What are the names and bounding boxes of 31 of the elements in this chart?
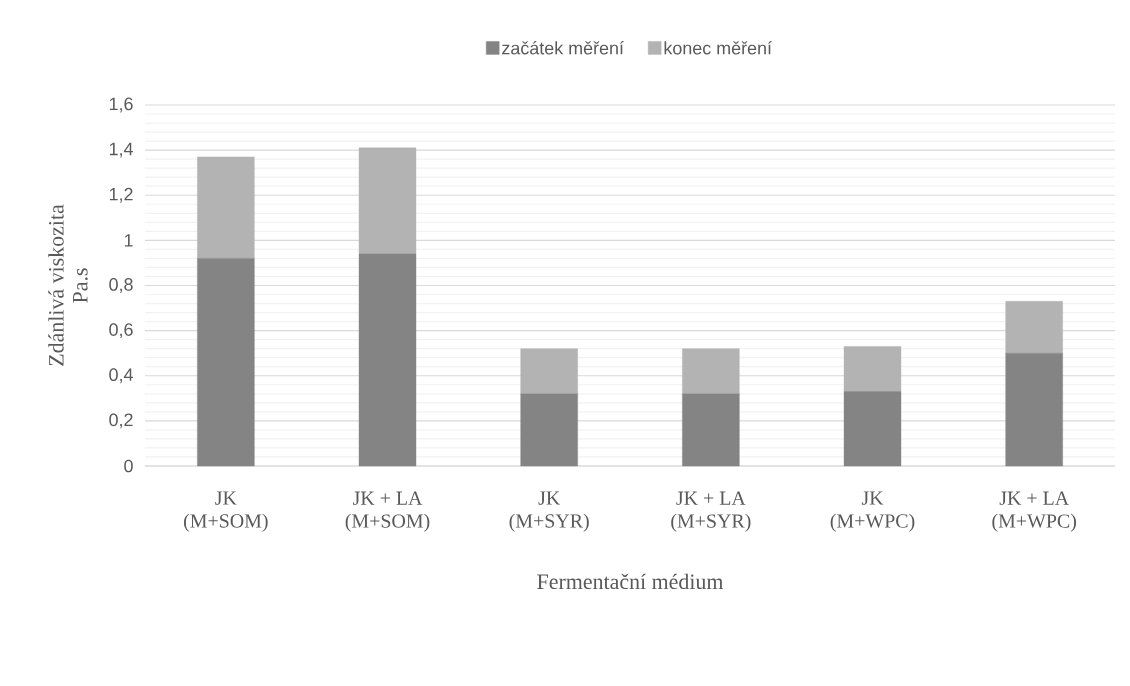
bar bbox=[1005, 352, 1063, 467]
bar bbox=[358, 147, 417, 255]
y-axis-title: Zdánlivá viskozita Pa.s bbox=[48, 204, 88, 366]
y-tick-label: 1 bbox=[124, 234, 133, 247]
bar bbox=[197, 258, 255, 467]
y-tick-label: 0 bbox=[124, 459, 133, 473]
x-tick-label: JK (M+SYR) bbox=[509, 491, 589, 532]
x-tick-label: JK + LA (M+SYR) bbox=[671, 491, 751, 532]
y-tick-label: 1,2 bbox=[109, 187, 133, 203]
x-tick-label: JK + LA (M+SOM) bbox=[345, 491, 430, 532]
x-tick-label: JK (M+SOM) bbox=[184, 491, 268, 532]
bar bbox=[843, 391, 902, 467]
legend-label: začátek měření bbox=[502, 41, 624, 55]
x-axis-title: Fermentační médium bbox=[537, 573, 724, 590]
y-tick-label: 1,4 bbox=[109, 142, 133, 158]
bar bbox=[197, 156, 255, 259]
y-tick-label: 1,6 bbox=[109, 97, 133, 113]
y-tick-label: 0,4 bbox=[109, 368, 133, 384]
y-tick-label: 0,2 bbox=[109, 413, 133, 429]
x-tick-label: JK (M+WPC) bbox=[830, 491, 915, 532]
x-tick-label: JK + LA (M+WPC) bbox=[992, 491, 1077, 532]
bar bbox=[682, 393, 740, 467]
bar bbox=[520, 348, 578, 394]
bar bbox=[1005, 301, 1063, 354]
bar bbox=[520, 393, 578, 467]
bar bbox=[682, 348, 740, 394]
y-tick-label: 0,6 bbox=[109, 323, 133, 339]
y-tick-label: 0,8 bbox=[109, 278, 133, 293]
legend-label: konec měření bbox=[664, 41, 772, 55]
bar bbox=[358, 253, 417, 467]
bar bbox=[843, 346, 902, 392]
